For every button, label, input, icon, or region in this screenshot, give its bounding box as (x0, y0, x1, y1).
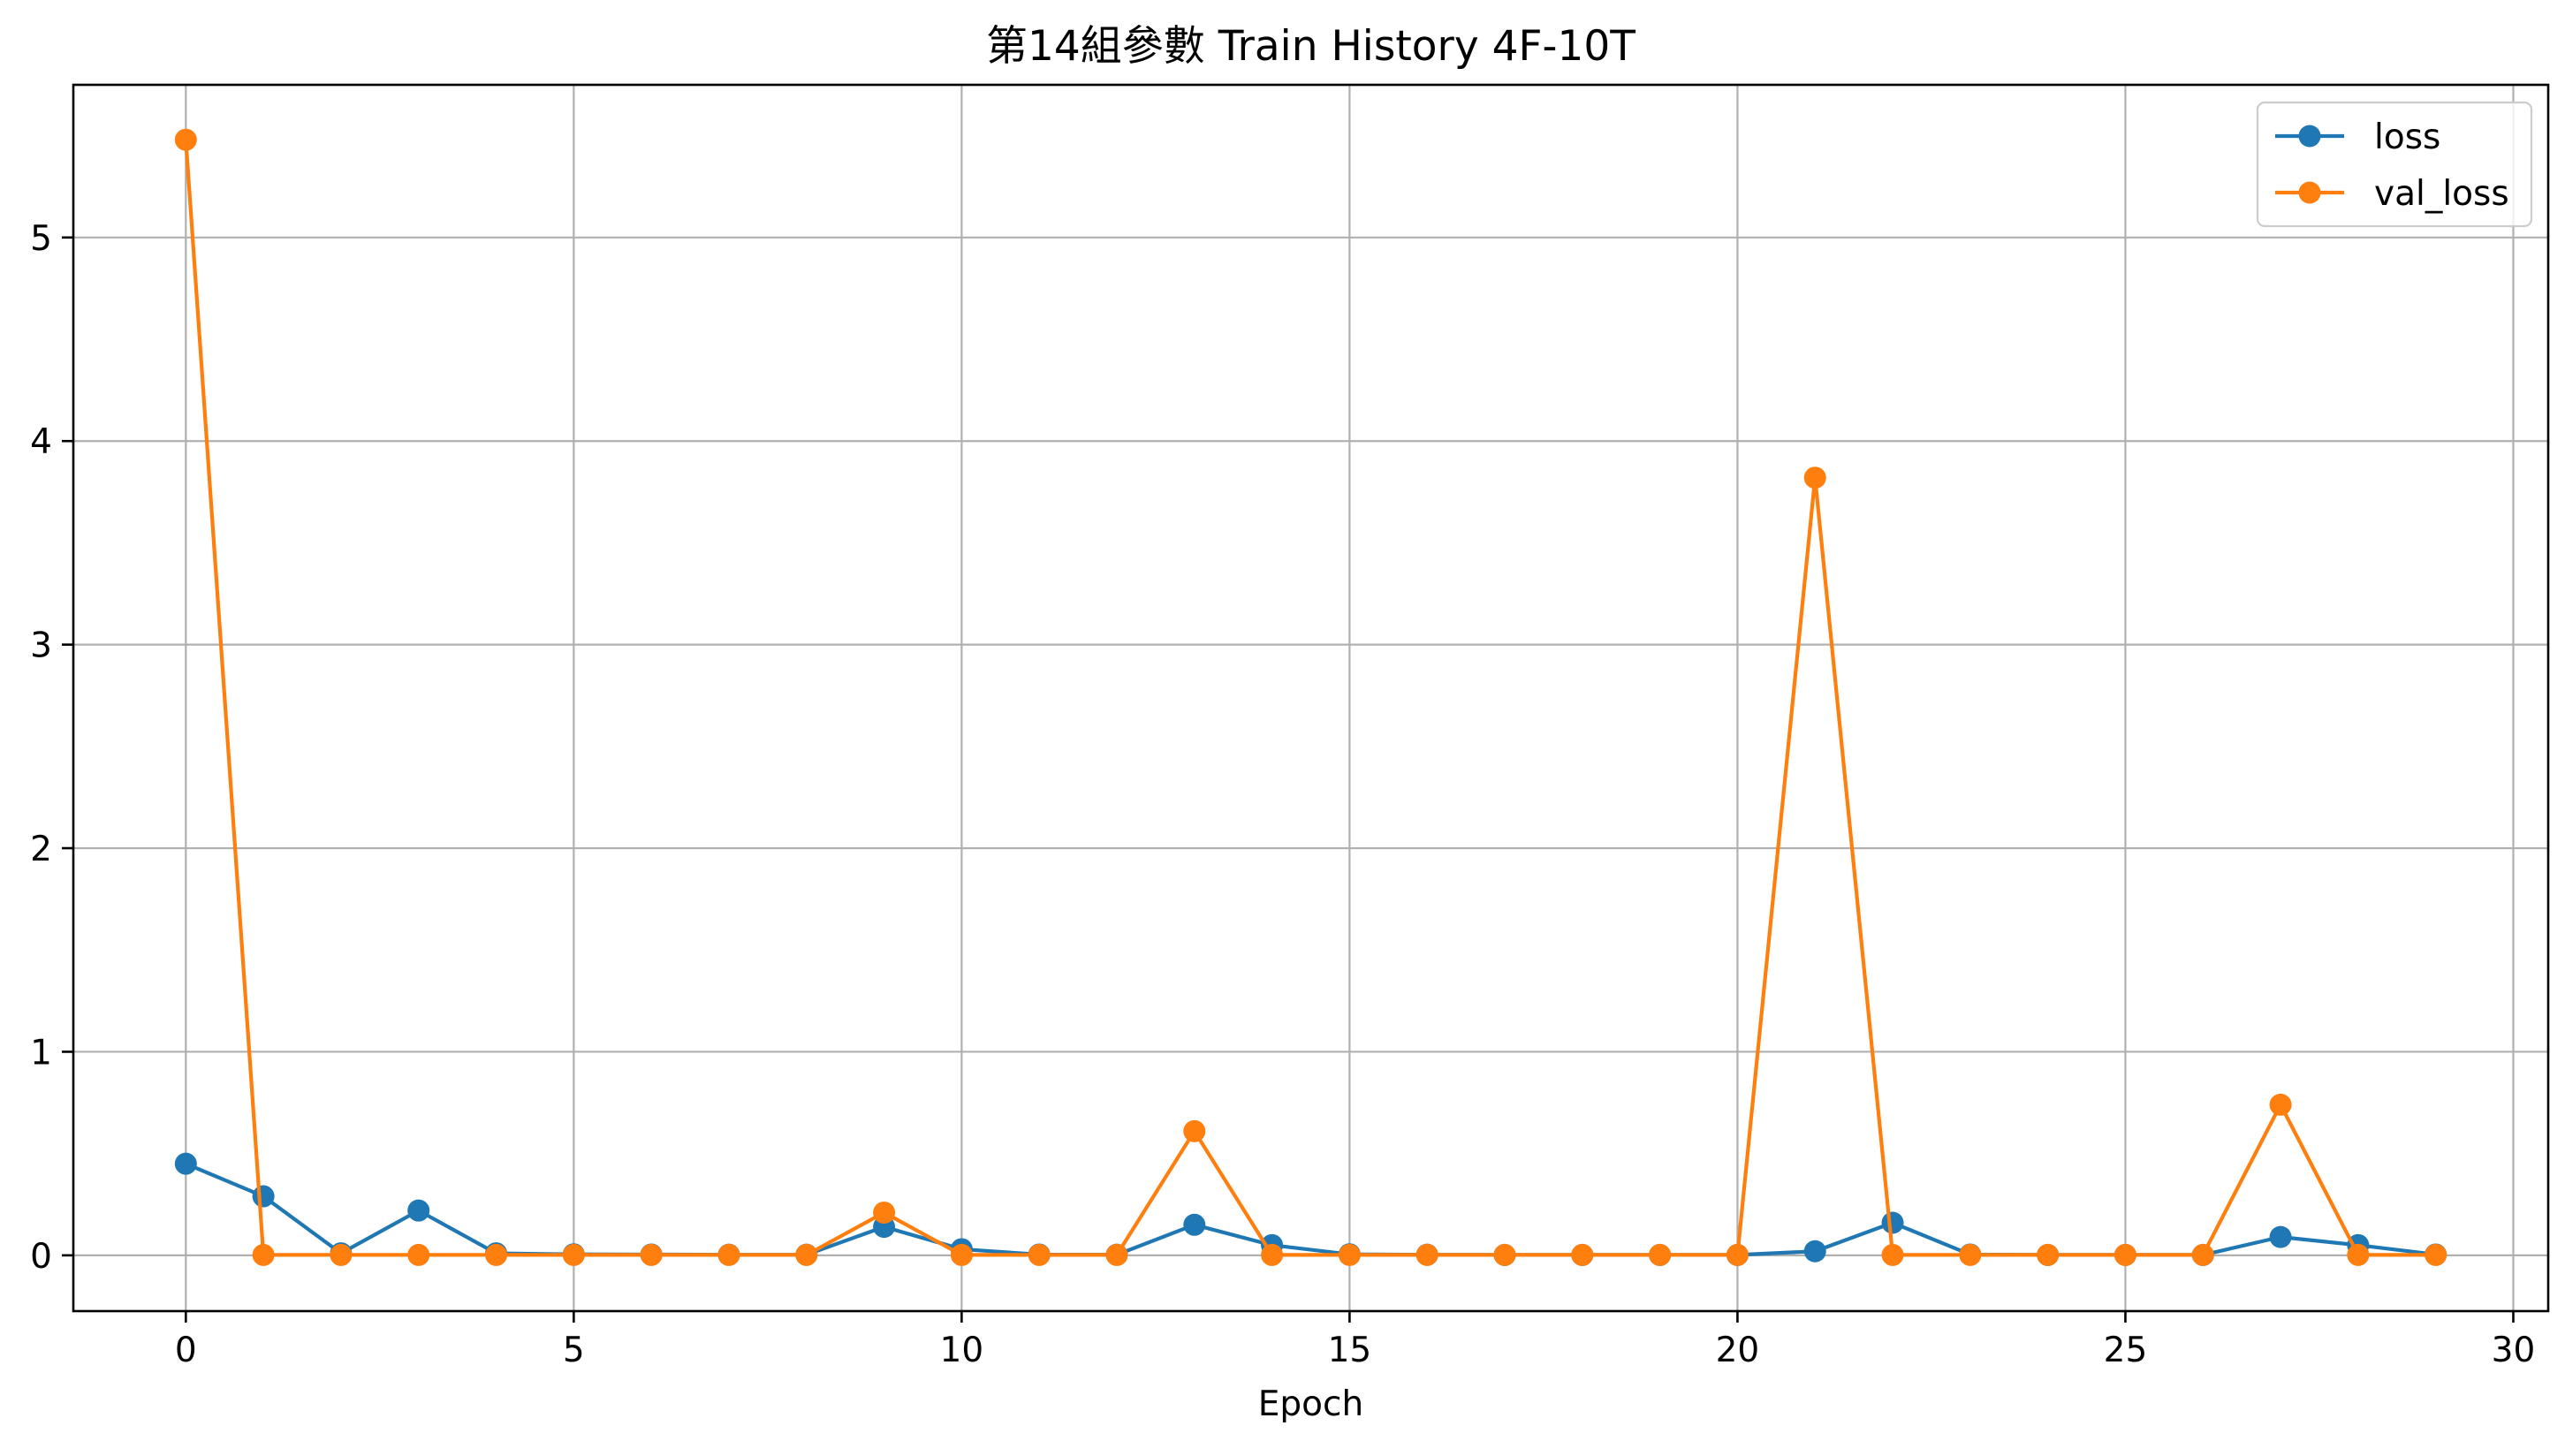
val_loss-point (1571, 1243, 1594, 1266)
val_loss-point (1415, 1243, 1438, 1266)
x-tick-label: 5 (563, 1331, 585, 1370)
y-tick-label: 3 (30, 626, 52, 666)
val_loss-point (1028, 1243, 1051, 1266)
val_loss-point (873, 1201, 896, 1224)
x-tick-label: 0 (175, 1331, 197, 1370)
val_loss-point (1261, 1243, 1284, 1266)
loss-point (252, 1185, 275, 1208)
val_loss-line (184, 140, 2436, 1257)
legend-box (2256, 101, 2533, 228)
val_loss-point (1726, 1243, 1749, 1266)
loss-point (2269, 1225, 2292, 1248)
legend-label-loss: loss (2374, 118, 2440, 157)
val_loss-point (2113, 1243, 2136, 1266)
y-tick-label: 0 (30, 1237, 52, 1277)
val_loss-point (2269, 1093, 2292, 1116)
val_loss-point (1105, 1243, 1128, 1266)
legend-label-val_loss: val_loss (2374, 174, 2509, 214)
val_loss-point (407, 1243, 430, 1266)
val_loss-point (2037, 1243, 2060, 1266)
series-val_loss (174, 128, 2447, 1266)
legend: loss val_loss (2256, 101, 2533, 228)
legend-marker-loss (2298, 125, 2321, 148)
val_loss-point (717, 1243, 740, 1266)
loss-point (407, 1199, 430, 1222)
val_loss-point (1803, 466, 1826, 489)
y-tick-label: 1 (30, 1033, 52, 1073)
x-tick-label: 20 (1716, 1331, 1760, 1370)
val_loss-point (2191, 1243, 2214, 1266)
val_loss-point (2347, 1243, 2370, 1266)
loss-point (1803, 1240, 1826, 1263)
val_loss-point (330, 1243, 353, 1266)
x-axis-label: Epoch (1258, 1384, 1363, 1424)
val_loss-point (485, 1243, 508, 1266)
series-layer (174, 128, 2447, 1266)
chart-title: 第14組參數 Train History 4F-10T (986, 22, 1635, 71)
x-tick-label: 30 (2492, 1331, 2536, 1370)
loss-point (1881, 1211, 1904, 1234)
val_loss-point (1183, 1119, 1206, 1142)
y-tick-label: 2 (30, 830, 52, 869)
val_loss-point (2425, 1243, 2447, 1266)
x-tick-label: 10 (940, 1331, 984, 1370)
val_loss-point (252, 1243, 275, 1266)
val_loss-point (1959, 1243, 1982, 1266)
grid (73, 85, 2548, 1311)
x-tick-label: 25 (2104, 1331, 2148, 1370)
val_loss-point (640, 1243, 663, 1266)
legend-marker-val_loss (2298, 181, 2321, 204)
loss-point (174, 1152, 197, 1175)
val_loss-point (1649, 1243, 1672, 1266)
y-tick-label: 5 (30, 219, 52, 259)
x-tick-label: 15 (1328, 1331, 1372, 1370)
loss-point (1183, 1213, 1206, 1236)
val_loss-point (1881, 1243, 1904, 1266)
axes-frame (72, 83, 2550, 1313)
val_loss-point (1338, 1243, 1361, 1266)
val_loss-point (174, 128, 197, 151)
val_loss-point (950, 1243, 973, 1266)
val_loss-point (562, 1243, 585, 1266)
val_loss-point (795, 1243, 818, 1266)
axis-ticks: 0 5 10 15 20 25 30 0 1 2 3 4 5 (30, 219, 2535, 1370)
y-tick-label: 4 (30, 422, 52, 462)
val_loss-point (1493, 1243, 1516, 1266)
